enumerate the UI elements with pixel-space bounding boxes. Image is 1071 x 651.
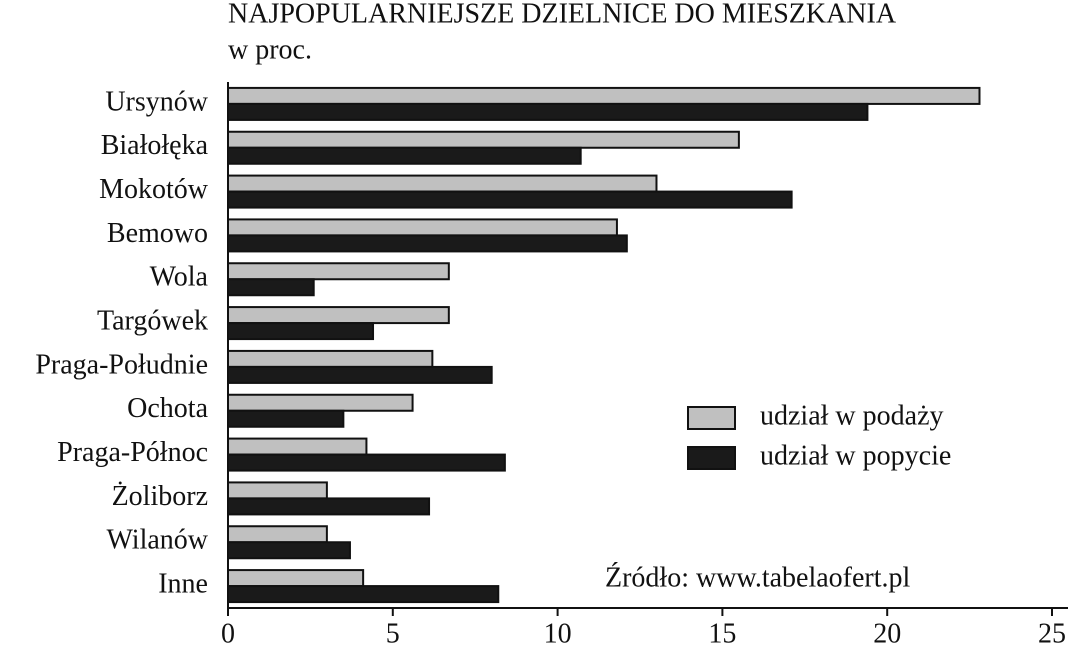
y-tick-label: Ursynów <box>105 86 208 117</box>
bar <box>227 218 618 237</box>
legend-swatch <box>687 446 736 470</box>
bar <box>227 234 628 253</box>
legend-label: udział w podaży <box>760 400 944 431</box>
bar <box>227 393 414 412</box>
y-tick-label: Praga-Północ <box>57 437 208 468</box>
bar <box>227 453 506 472</box>
bar <box>227 86 981 105</box>
x-tick-label: 20 <box>873 618 901 649</box>
y-tick-label: Wola <box>150 262 209 293</box>
bar <box>227 130 740 149</box>
bar <box>227 481 328 500</box>
bar <box>227 569 365 588</box>
chart-title: NAJPOPULARNIEJSZE DZIELNICE DO MIESZKANI… <box>228 0 897 29</box>
bar <box>227 262 450 281</box>
bar <box>227 322 375 341</box>
bar <box>227 349 434 368</box>
bar <box>227 365 493 384</box>
chart-subtitle: w proc. <box>228 34 312 65</box>
y-tick-label: Inne <box>158 569 208 600</box>
bar <box>227 525 328 544</box>
bar <box>227 278 315 297</box>
y-tick-label: Mokotów <box>99 174 209 205</box>
x-tick-label: 25 <box>1038 618 1066 649</box>
y-tick-label: Bemowo <box>107 218 208 249</box>
bar <box>227 102 869 121</box>
x-tick-label: 10 <box>544 618 572 649</box>
source-note: Źródło: www.tabelaofert.pl <box>605 562 911 593</box>
x-tick-label: 5 <box>386 618 400 649</box>
bar <box>227 190 793 209</box>
bar <box>227 409 345 428</box>
x-tick-label: 0 <box>221 618 235 649</box>
bar <box>227 437 368 456</box>
bar <box>227 146 582 165</box>
y-tick-label: Targówek <box>97 306 208 337</box>
y-tick-label: Praga-Południe <box>35 349 208 380</box>
y-tick-label: Wilanów <box>106 525 208 556</box>
bar <box>227 541 351 560</box>
bar <box>227 497 431 516</box>
y-tick-label: Żoliborz <box>112 481 208 512</box>
legend-swatch <box>687 406 736 430</box>
bar <box>227 174 658 193</box>
y-tick-label: Ochota <box>127 393 208 424</box>
bar <box>227 306 450 325</box>
x-tick-label: 15 <box>708 618 736 649</box>
bar <box>227 585 500 604</box>
y-tick-label: Białołęka <box>101 130 209 161</box>
legend-label: udział w popycie <box>760 440 951 471</box>
